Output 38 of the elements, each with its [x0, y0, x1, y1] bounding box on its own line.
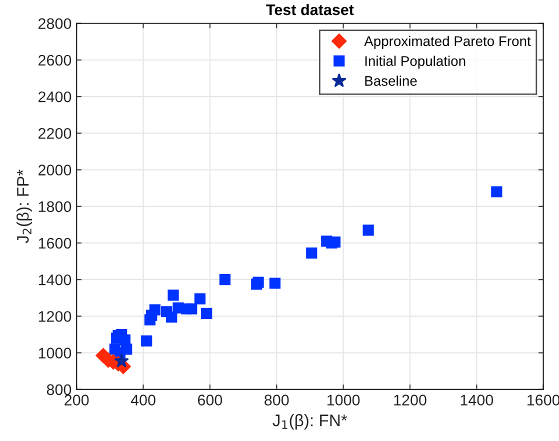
y-tick-label: 1200: [38, 311, 72, 322]
chart-title: Test dataset: [266, 4, 354, 16]
point: [219, 274, 231, 286]
x-axis-title: J$_{1}$(β): FN*: [272, 414, 348, 430]
point: [201, 308, 212, 320]
x-tick-label: 400: [130, 394, 156, 406]
y-tick-label: 1000: [38, 348, 72, 358]
y-tick-label: 1800: [38, 201, 72, 212]
point: [161, 306, 172, 318]
y-tick-label: 2200: [38, 128, 72, 139]
point: [144, 314, 156, 326]
point: [172, 302, 184, 314]
x-tick-label: 1000: [327, 394, 360, 406]
point: [168, 290, 179, 301]
x-tick-label: 200: [64, 394, 89, 406]
legend-label: Initial Population: [365, 56, 466, 69]
x-tick-label: 600: [198, 394, 222, 406]
legend-label: Approximated Pareto Front: [364, 36, 531, 49]
point: [269, 278, 281, 289]
point: [362, 224, 374, 236]
point: [491, 186, 502, 198]
point: [194, 293, 206, 304]
point: [306, 248, 318, 259]
x-tick-label: 800: [264, 394, 289, 406]
y-tick-label: 1600: [38, 238, 72, 249]
y-tick-label: 2800: [38, 18, 72, 30]
point: [321, 236, 332, 247]
y-tick-label: 2000: [38, 164, 72, 176]
y-tick-label: 800: [46, 384, 72, 396]
x-tick-label: 1400: [460, 394, 494, 406]
y-tick-label: 2400: [38, 91, 72, 102]
point: [114, 353, 129, 368]
legend-label: Baseline: [365, 76, 417, 86]
y-axis-title: J$_{2}$(β): FP*: [16, 170, 32, 244]
x-tick-label: 1200: [394, 394, 426, 406]
y-tick-label: 2600: [38, 54, 72, 66]
point: [141, 335, 152, 346]
y-tick-label: 1400: [38, 274, 72, 286]
